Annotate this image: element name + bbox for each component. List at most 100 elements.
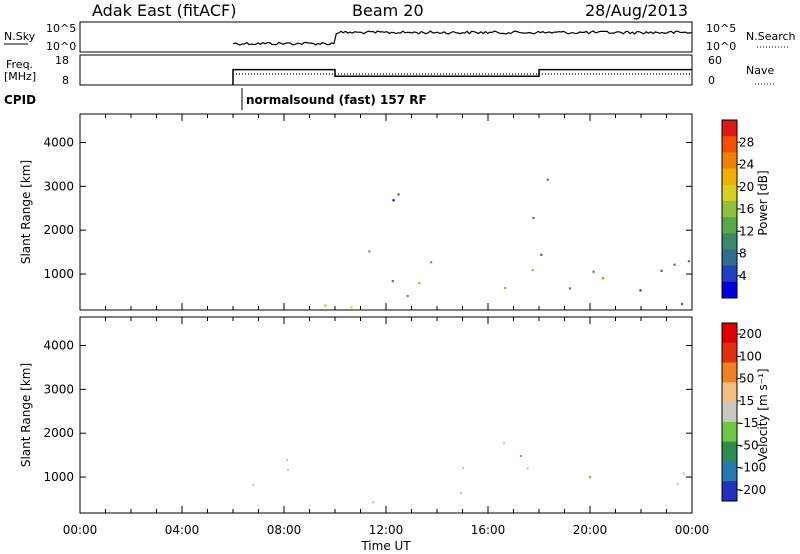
echo-cell (531, 269, 534, 272)
colorbar-tick-label: 15 (739, 394, 754, 408)
echo-cell (324, 304, 327, 307)
x-tick-label: 00:00 (63, 523, 98, 537)
echo-cell (460, 491, 463, 494)
x-axis-label: Time UT (360, 539, 411, 553)
nsky-trace (232, 30, 693, 46)
colorbar-tick-label: -50 (739, 438, 759, 452)
x-tick-label: 04:00 (165, 523, 200, 537)
y-tick-label: 4000 (43, 136, 74, 150)
power-panel: 1000 2000 3000 4000 Slant Range [km] 4 8 12 16… (19, 113, 770, 311)
freq-tick-bottom: 8 (62, 74, 69, 87)
freq-trace (232, 68, 692, 85)
station-title: Adak East (fitACF) (92, 1, 236, 20)
colorbar-swatch (722, 265, 737, 283)
nsearch-tick-bottom: 10^0 (706, 40, 736, 53)
colorbar-tick-label: 24 (739, 158, 754, 172)
echo-cell (397, 193, 400, 196)
power-colorbar: 4 8 12 16 20 24 28 (721, 119, 754, 299)
y-tick-label: 2000 (43, 223, 74, 237)
power-frame (79, 113, 693, 311)
echo-cell (602, 277, 605, 280)
colorbar-swatch (722, 402, 737, 423)
y-tick-label: 1000 (43, 267, 74, 281)
colorbar-swatch (722, 342, 737, 364)
colorbar-tick-label: 200 (739, 327, 762, 341)
echo-cell (430, 261, 433, 264)
echo-cell (503, 442, 506, 445)
colorbar-tick-label: 8 (739, 247, 747, 261)
colorbar-swatch (722, 152, 737, 170)
nsky-label: N.Sky (4, 30, 36, 43)
freq-label: Freq. (6, 58, 33, 71)
nave-tick-top: 60 (708, 54, 722, 67)
echo-cell (687, 260, 690, 263)
echo-cell (418, 282, 421, 285)
nsky-frame (79, 21, 693, 53)
colorbar-swatch (722, 323, 737, 344)
colorbar-tick-label: 12 (739, 224, 754, 238)
cpid-mode: normalsound (fast) 157 RF (246, 93, 427, 107)
colorbar-tick-label: 4 (739, 269, 747, 283)
y-tick-label: 3000 (43, 179, 74, 193)
echo-cell (680, 302, 684, 306)
beam-title: Beam 20 (352, 1, 424, 20)
echo-cell (286, 468, 290, 471)
x-axis-ticks: 00:00 04:00 08:00 12:00 16:00 20:00 00:00 (63, 114, 709, 537)
colorbar-swatch (722, 362, 737, 383)
echo-cell (392, 199, 395, 202)
colorbar-swatch (722, 120, 737, 137)
velocity-frame (79, 316, 693, 514)
echo-cell (285, 459, 289, 462)
power-y-ticks: 1000 2000 3000 4000 (43, 136, 692, 281)
colorbar-swatch (722, 184, 737, 202)
echo-cell (673, 263, 676, 266)
echo-cell (589, 476, 592, 479)
colorbar-swatch (722, 136, 737, 153)
echo-cell (519, 454, 523, 458)
echo-cell (568, 287, 572, 290)
velocity-cbar-label: Velocity [m s⁻¹] (756, 368, 770, 461)
y-tick-label: 3000 (43, 382, 74, 396)
colorbar-tick-label: -15 (739, 416, 759, 430)
echo-cell (546, 178, 549, 181)
velocity-ylabel: Slant Range [km] (19, 363, 33, 467)
y-tick-label: 2000 (43, 426, 74, 440)
colorbar-swatch (722, 168, 737, 186)
colorbar-swatch (722, 200, 737, 218)
colorbar-swatch (722, 382, 737, 403)
nsearch-label: N.Search (746, 30, 796, 43)
echo-cell (540, 253, 543, 256)
nsky-panel: N.Sky 10^5 10^0 10^5 10^0 N.Search (4, 21, 796, 53)
colorbar-tick-label: 16 (739, 202, 754, 216)
freq-unit-label: [MHz] (4, 70, 36, 83)
power-echo-layer (324, 178, 690, 309)
nsky-tick-top: 10^5 (46, 22, 76, 35)
echo-cell (461, 466, 465, 469)
velocity-panel: 1000 2000 3000 4000 Slant Range [km] 200 100… (19, 316, 770, 514)
echo-cell (592, 270, 595, 273)
colorbar-swatch (722, 233, 737, 250)
colorbar-tick-label: 20 (739, 180, 754, 194)
echo-cell (639, 289, 642, 292)
colorbar-swatch (722, 481, 737, 502)
freq-tick-top: 18 (55, 54, 69, 67)
power-cbar-label: Power [dB] (756, 170, 770, 235)
x-tick-label: 20:00 (573, 523, 608, 537)
x-tick-label: 12:00 (369, 523, 404, 537)
echo-cell (682, 472, 685, 475)
nsky-tick-bottom: 10^0 (46, 40, 76, 53)
colorbar-tick-label: 50 (739, 372, 754, 386)
colorbar-tick-label: -200 (739, 483, 766, 497)
cpid-label: CPID (4, 93, 36, 107)
echo-cell (406, 295, 409, 298)
colorbar-swatch (722, 441, 737, 462)
colorbar-swatch (722, 281, 737, 299)
echo-cell (504, 286, 507, 290)
colorbar-swatch (722, 461, 737, 482)
echo-cell (252, 483, 255, 486)
nave-label: Nave (746, 64, 774, 77)
power-ylabel: Slant Range [km] (19, 160, 33, 264)
x-tick-label: 08:00 (267, 523, 302, 537)
colorbar-tick-label: -100 (739, 461, 766, 475)
